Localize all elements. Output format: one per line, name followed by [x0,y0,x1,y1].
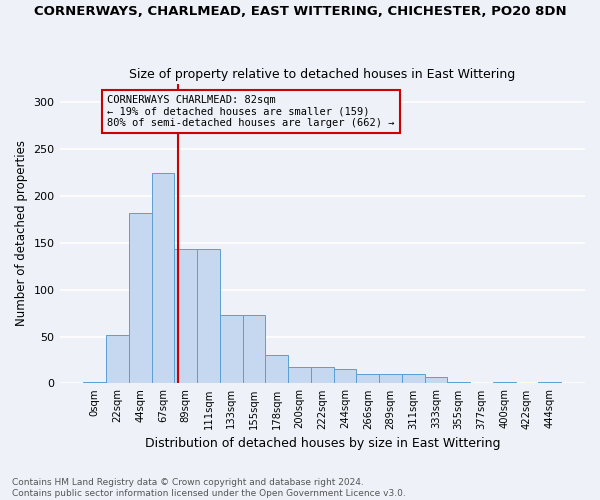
Bar [129,213,152,384]
Bar [538,382,561,384]
Bar [152,172,175,384]
Bar [311,366,334,384]
Bar [334,370,356,384]
Bar [175,250,197,384]
Bar [83,382,106,384]
Bar [448,382,470,384]
Text: CORNERWAYS CHARLMEAD: 82sqm
← 19% of detached houses are smaller (159)
80% of se: CORNERWAYS CHARLMEAD: 82sqm ← 19% of det… [107,95,395,128]
Bar [106,334,129,384]
Text: CORNERWAYS, CHARLMEAD, EAST WITTERING, CHICHESTER, PO20 8DN: CORNERWAYS, CHARLMEAD, EAST WITTERING, C… [34,5,566,18]
Bar [356,374,379,384]
X-axis label: Distribution of detached houses by size in East Wittering: Distribution of detached houses by size … [145,437,500,450]
Bar [493,382,515,384]
Title: Size of property relative to detached houses in East Wittering: Size of property relative to detached ho… [129,68,515,81]
Bar [242,315,265,384]
Bar [197,250,220,384]
Bar [379,374,402,384]
Bar [288,366,311,384]
Text: Contains HM Land Registry data © Crown copyright and database right 2024.
Contai: Contains HM Land Registry data © Crown c… [12,478,406,498]
Bar [425,377,448,384]
Bar [402,374,425,384]
Y-axis label: Number of detached properties: Number of detached properties [15,140,28,326]
Bar [265,356,288,384]
Bar [220,315,242,384]
